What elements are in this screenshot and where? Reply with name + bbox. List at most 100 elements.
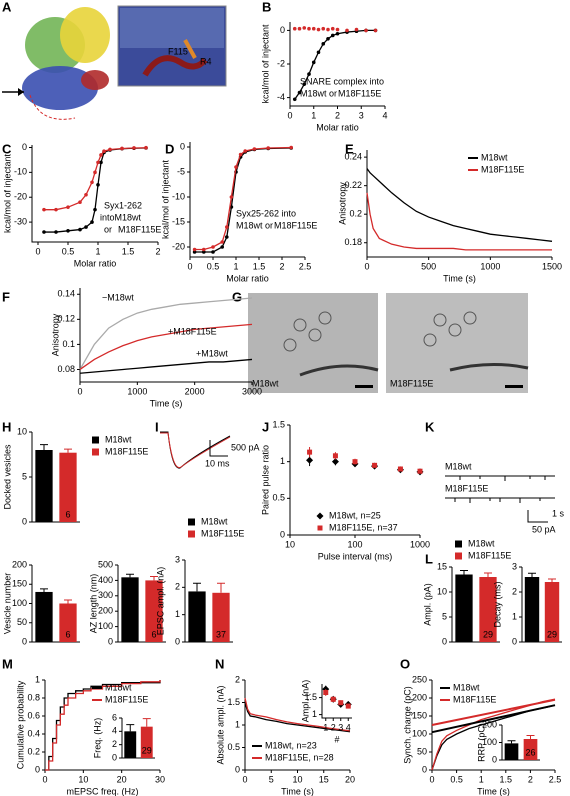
figure-label: R4 [200, 56, 212, 66]
point [78, 200, 82, 205]
n-label: 29 [142, 745, 152, 755]
error-bar [142, 718, 151, 727]
x-tick-label: 10 [285, 539, 295, 549]
y-tick-label: 3 [512, 561, 517, 571]
y-axis-label: Freq. (Hz) [92, 718, 102, 759]
legend-label: M18wt [105, 434, 132, 444]
n-label: 21 [459, 629, 469, 639]
y-tick-label: 0.8 [27, 692, 40, 702]
point [317, 525, 323, 531]
series-line [366, 168, 553, 242]
y-tick-label: 0.5 [227, 742, 240, 752]
point [292, 97, 297, 102]
x-tick-label: 0 [42, 774, 47, 784]
point [84, 192, 88, 197]
legend-swatch [455, 552, 462, 560]
y-tick-label: 1 [512, 611, 517, 621]
y-axis-label: Decay (ms) [492, 581, 502, 627]
x-tick-label: 2 [528, 774, 533, 784]
y-tick-label: 1.5 [304, 692, 317, 702]
y-tick-label: 10 [17, 426, 27, 436]
y-tick-label: 0.18 [344, 237, 362, 247]
point [66, 229, 70, 233]
y-tick-label: 0 [280, 25, 285, 35]
x-tick-label: 15 [319, 774, 329, 784]
y-tick-label: 1.5 [227, 697, 240, 707]
panel-label: E [345, 141, 354, 156]
panel-label: G [232, 289, 242, 304]
y-tick-label: 150 [412, 710, 427, 720]
point [335, 27, 340, 32]
y-tick-label: 0.2 [27, 746, 40, 756]
point [229, 195, 234, 199]
bar [479, 577, 497, 642]
bar [212, 592, 230, 642]
n-label: 25 [192, 629, 202, 639]
point [373, 28, 378, 33]
x-axis-label: Pulse interval (ms) [318, 551, 393, 561]
bar [59, 603, 77, 642]
y-tick-label: 5 [22, 471, 27, 481]
legend-label: M18wt [201, 516, 228, 526]
panel-label: D [165, 141, 174, 156]
series-line [44, 147, 147, 211]
x-tick-label: 0 [429, 774, 434, 784]
error-bar [217, 582, 225, 593]
legend-label: M18wt, n=25 [329, 510, 381, 520]
point [417, 468, 423, 474]
error-bar [126, 724, 135, 732]
y-axis-label: kcal/mol of injectant [260, 24, 270, 104]
y-tick-label: 100 [482, 737, 497, 747]
y-tick-label: 0.22 [344, 180, 362, 190]
point [220, 240, 224, 244]
legend-label: M18wt [453, 682, 480, 692]
y-tick-label: 0 [22, 636, 27, 646]
x-axis-label: Time (s) [281, 786, 314, 796]
x-tick-label: 1000 [410, 539, 430, 549]
fit-line [431, 698, 556, 726]
bar [455, 574, 473, 642]
point [90, 220, 94, 224]
point [330, 26, 335, 31]
x-tick-label: 1000 [127, 386, 147, 396]
x-tick-label: 0 [77, 386, 82, 396]
legend-swatch [188, 530, 195, 538]
error-bar [528, 572, 536, 577]
y-tick-label: 0.24 [344, 152, 362, 162]
y-tick-label: 0 [442, 636, 447, 646]
legend-label: M18F115E [453, 694, 496, 704]
axis [321, 684, 352, 719]
point [345, 703, 351, 709]
x-tick-label: 100 [347, 539, 362, 549]
y-axis-label: Anisotropy [50, 313, 60, 356]
y-tick-label: 200 [482, 719, 497, 729]
point [326, 37, 330, 41]
y-tick-label: -10 [172, 191, 185, 201]
y-tick-label: -30 [14, 216, 27, 226]
legend-swatch [92, 448, 99, 456]
n-label: 4 [127, 629, 132, 639]
point [66, 205, 70, 209]
legend-label: M18F115E [468, 550, 511, 560]
error-bar [548, 578, 556, 582]
y-axis-label: Docked vesicles [2, 444, 12, 510]
legend-label: M18F115E, n=28 [265, 752, 334, 762]
y-tick-label: 15 [437, 561, 447, 571]
y-tick-label: 300 [98, 590, 113, 600]
y-tick-label: -20 [172, 241, 185, 251]
x-tick-label: 500 [421, 261, 436, 271]
figure-label: M18wt [252, 378, 279, 388]
y-axis-label: EPSC ampl. (nA) [155, 567, 165, 636]
point [225, 235, 229, 239]
y-tick-label: 0 [235, 764, 240, 774]
error-bar [193, 582, 201, 592]
n-label: 21 [125, 745, 135, 755]
y-tick-label: 400 [98, 575, 113, 585]
y-tick-label: 2 [112, 739, 117, 749]
axis [31, 145, 158, 243]
legend-label: M18F115E [481, 164, 524, 174]
y-tick-label: 200 [98, 606, 113, 616]
x-tick-label: 1 [311, 110, 316, 120]
em-image [248, 293, 529, 393]
series-line [45, 680, 161, 771]
